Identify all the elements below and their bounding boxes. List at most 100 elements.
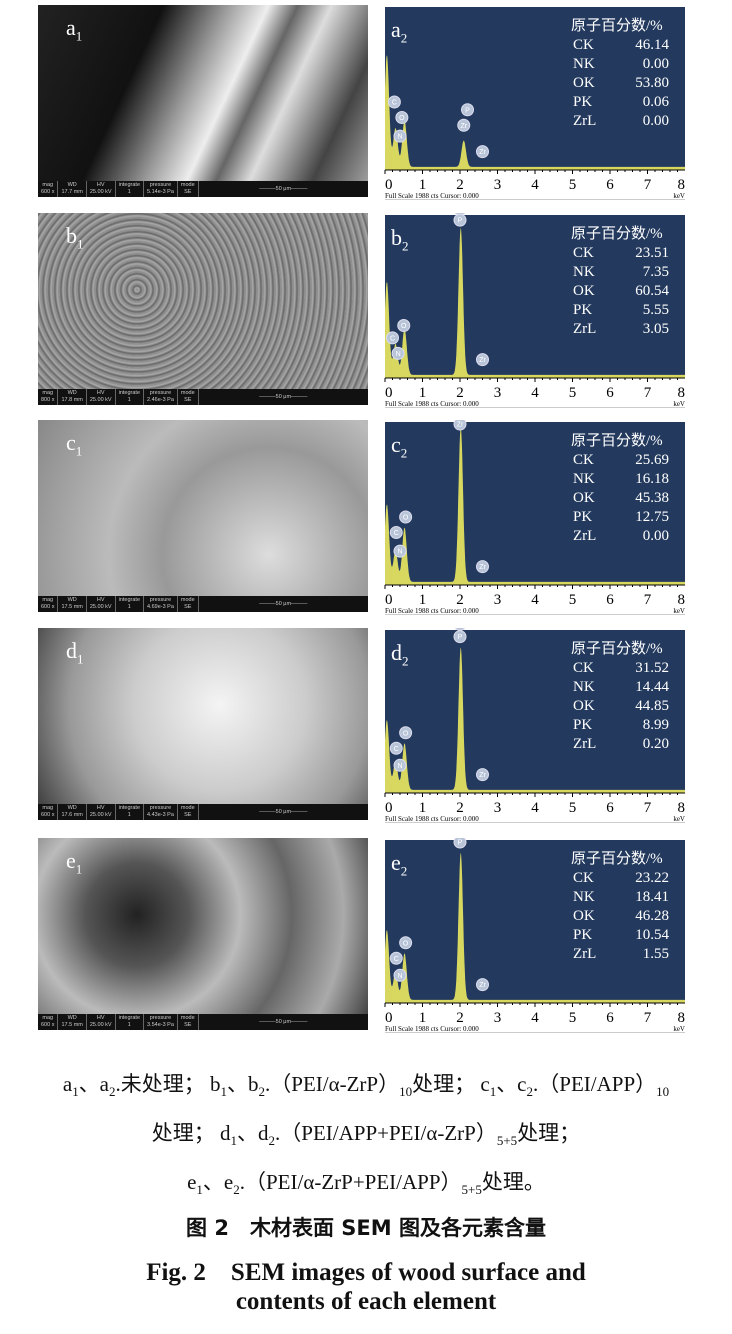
sem-databar: mag 600 x WD 17.5 mm HV 25.00 kV integrate 1 pre…: [38, 596, 368, 612]
sem-image: b1 mag 800 x WD 17.8 mm HV 25.00 kV integrate 1…: [38, 213, 368, 405]
caption-line-1: a1、a2.未处理； b1、b2.（PEI/α-ZrP）10处理； c1、c2.…: [0, 1068, 732, 1100]
eds-spectrum: CONZrPZr012345678Full Scale 1988 cts Cur…: [383, 202, 688, 409]
table-heading: 原子百分数/%: [571, 433, 663, 449]
element-marker: [399, 726, 413, 740]
caption-line-3: e1、e2.（PEI/α-ZrP+PEI/APP）5+5处理。: [0, 1166, 732, 1198]
sem-image: e1 mag 600 x WD 17.5 mm HV 25.00 kV integrate 1…: [38, 838, 368, 1030]
element-marker: [476, 978, 489, 992]
panel-row: a1 mag 600 x WD 17.7 mm HV 25.00 kV integrate 1…: [0, 5, 732, 205]
spectrum-peaks: [385, 852, 685, 1003]
panel-row: e1 mag 600 x WD 17.5 mm HV 25.00 kV integrate 1…: [0, 823, 732, 1038]
element-marker-label: P: [458, 840, 463, 847]
sem-label: e1: [66, 848, 83, 877]
x-axis-unit: keV: [673, 815, 685, 823]
caption-segment: 5+5: [461, 1182, 482, 1198]
caption-segment: 2: [268, 1133, 276, 1149]
sem-image: a1 mag 600 x WD 17.7 mm HV 25.00 kV integrate 1…: [38, 5, 368, 197]
panel-row: b1 mag 800 x WD 17.8 mm HV 25.00 kV integrate 1…: [0, 202, 732, 413]
table-row: OK 44.85: [573, 698, 669, 714]
element-marker: [397, 319, 411, 332]
caption-segment: .（PEI/APP+PEI/α-ZrP）: [275, 1121, 497, 1145]
caption-segment: 、d: [237, 1121, 269, 1145]
spectrum-plot-area: [385, 630, 685, 793]
element-marker-label: O: [399, 115, 405, 122]
element-marker-label: C: [394, 530, 399, 537]
table-row: ZrL 0.00: [573, 528, 669, 544]
x-tick-label: 3: [494, 385, 502, 401]
atomic-percent-table: 原子百分数/% CK 23.22 NK 18.41 OK 46.28 PK 10.54 ZrL 1…: [571, 850, 669, 964]
x-tick-label: 2: [456, 592, 464, 608]
x-tick-label: 2: [456, 1010, 464, 1026]
element-marker-label: Zr: [479, 564, 486, 571]
element-marker: [461, 103, 474, 117]
x-tick-label: 5: [569, 1010, 577, 1026]
sem-databar: mag 600 x WD 17.5 mm HV 25.00 kV integrate 1 pre…: [38, 1014, 368, 1030]
x-tick-label: 0: [385, 800, 393, 816]
caption-segment: 1: [220, 1084, 228, 1100]
element-marker-label: O: [403, 940, 409, 947]
caption-segment: 10: [656, 1084, 670, 1100]
table-row: ZrL 3.05: [573, 321, 669, 337]
spectrum-peaks: [385, 647, 685, 793]
x-tick-label: 0: [385, 385, 393, 401]
caption-segment: e: [187, 1170, 197, 1194]
caption-segment: a: [62, 1072, 73, 1096]
x-tick-label: 8: [678, 800, 686, 816]
x-tick-label: 3: [494, 592, 502, 608]
table-row: NK 0.00: [573, 56, 669, 72]
caption-segment: 2: [526, 1084, 534, 1100]
spectrum-peaks: [385, 227, 685, 378]
table-row: PK 5.55: [573, 302, 669, 318]
caption-segment: 1: [196, 1182, 203, 1198]
element-marker: [476, 768, 489, 782]
element-marker-label: N: [397, 134, 402, 141]
x-tick-label: 4: [531, 592, 539, 608]
x-tick-label: 7: [644, 592, 652, 608]
element-marker: [393, 758, 407, 772]
x-tick-label: 6: [606, 1010, 614, 1026]
element-marker: [476, 560, 489, 574]
table-row: CK 31.52: [573, 660, 669, 676]
element-marker-label: O: [403, 515, 409, 522]
spectrum-footer: Full Scale 1988 cts Cursor: 0.000: [385, 192, 479, 200]
x-axis-unit: keV: [673, 192, 685, 200]
element-marker: [391, 346, 405, 360]
sem-label: d1: [66, 638, 84, 667]
table-row: CK 25.69: [573, 452, 669, 468]
element-marker-label: Zr: [479, 357, 486, 364]
x-tick-label: 5: [569, 592, 577, 608]
x-tick-label: 1: [419, 177, 427, 193]
table-row: ZrL 1.55: [573, 946, 669, 962]
table-row: NK 7.35: [573, 264, 669, 280]
table-row: CK 23.22: [573, 870, 669, 886]
caption-segment: 1: [72, 1084, 79, 1100]
x-tick-label: 5: [569, 800, 577, 816]
x-tick-label: 0: [385, 177, 393, 193]
x-tick-label: 7: [644, 800, 652, 816]
element-marker-label: N: [397, 763, 402, 770]
element-marker: [476, 353, 489, 367]
x-tick-label: 2: [456, 800, 464, 816]
spectrum-plot-area: [385, 7, 685, 170]
panel-row: c1 mag 600 x WD 17.5 mm HV 25.00 kV integrate 1…: [0, 405, 732, 620]
caption-segment: 、a: [78, 1072, 110, 1096]
table-row: NK 18.41: [573, 889, 669, 905]
table-heading: 原子百分数/%: [571, 18, 663, 34]
element-marker-label: Zr: [457, 422, 464, 429]
table-row: ZrL 0.00: [573, 113, 669, 129]
sem-databar: mag 600 x WD 17.6 mm HV 25.00 kV integrate 1 pre…: [38, 804, 368, 820]
x-tick-label: 3: [494, 1010, 502, 1026]
caption-segment: 1: [489, 1084, 497, 1100]
x-tick-label: 8: [678, 385, 686, 401]
x-tick-label: 6: [606, 800, 614, 816]
element-marker: [453, 213, 467, 227]
x-tick-label: 4: [531, 800, 539, 816]
table-heading: 原子百分数/%: [571, 851, 663, 867]
table-row: OK 46.28: [573, 908, 669, 924]
element-marker-label: O: [401, 323, 407, 330]
atomic-percent-table: 原子百分数/% CK 23.51 NK 7.35 OK 60.54 PK 5.55 ZrL 3.0…: [571, 225, 669, 339]
caption-segment: 2: [233, 1182, 240, 1198]
table-row: NK 16.18: [573, 471, 669, 487]
